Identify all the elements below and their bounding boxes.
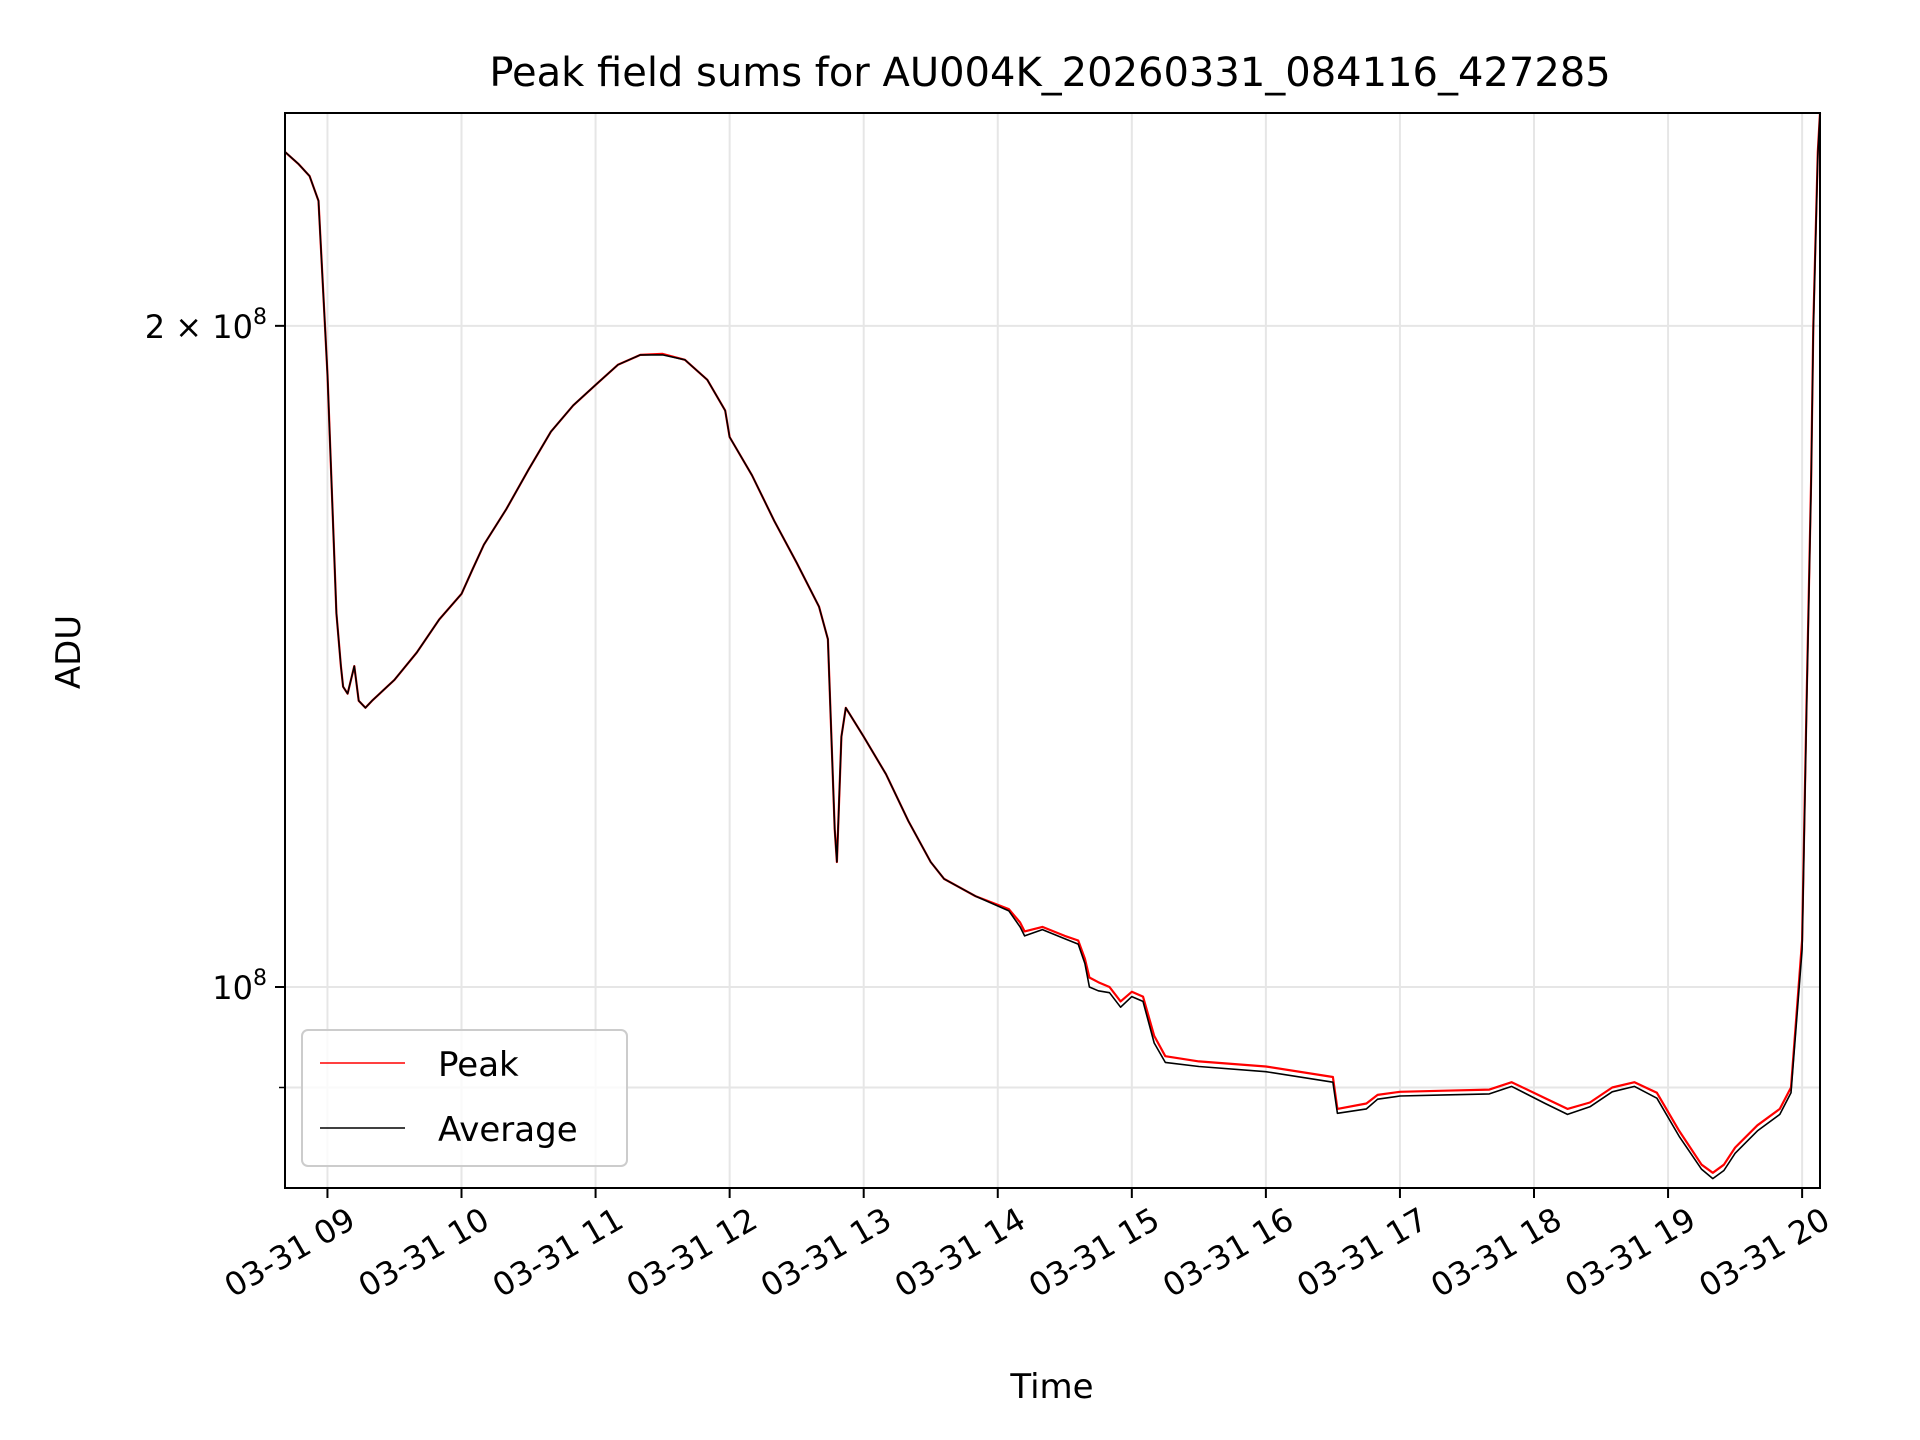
legend: Peak Average [301, 1029, 628, 1167]
x-axis-label: Time [1009, 1367, 1093, 1407]
legend-box [301, 1029, 628, 1167]
y-axis-label: ADU [49, 615, 89, 689]
series-line-average [284, 112, 1821, 1180]
grid [285, 113, 1820, 1188]
y-axis: 108 2 × 108 [145, 305, 285, 1089]
chart-title: Peak field sums for AU004K_20260331_0841… [489, 50, 1610, 96]
legend-label-peak: Peak [438, 1045, 519, 1085]
y-tick-label: 2 × 108 [145, 305, 267, 346]
legend-label-average: Average [438, 1110, 578, 1150]
series-layer [284, 112, 1822, 1180]
plot-frame [284, 112, 1821, 1189]
y-tick-label: 108 [212, 966, 267, 1007]
